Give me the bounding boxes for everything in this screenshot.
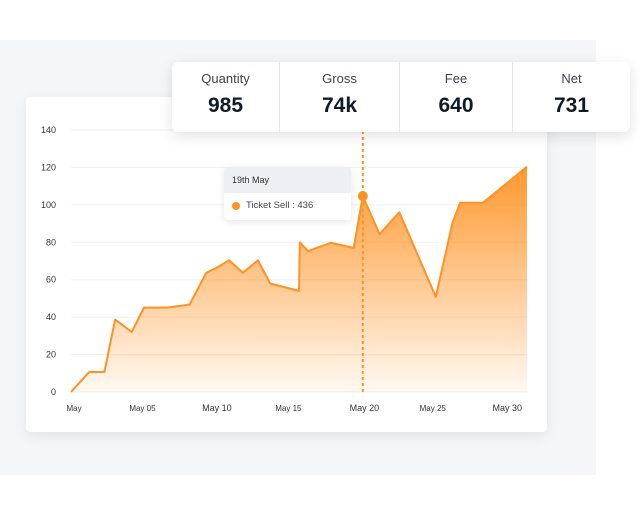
series-line xyxy=(70,165,528,393)
x-tick-label: May xyxy=(66,404,81,413)
y-tick-label: 140 xyxy=(41,125,56,135)
y-tick-label: 40 xyxy=(46,312,56,322)
x-tick-label: May 10 xyxy=(202,403,232,413)
chart-tooltip: 19th May Ticket Sell : 436 xyxy=(224,167,351,220)
stats-card: Quantity 985 Gross 74k Fee 640 Net 731 xyxy=(172,62,630,132)
x-tick-label: May 20 xyxy=(350,403,380,413)
stat-value: 985 xyxy=(207,94,244,117)
y-tick-label: 20 xyxy=(46,350,56,360)
series-dot-icon xyxy=(232,202,240,210)
y-tick-label: 120 xyxy=(41,162,56,172)
stat-label: Gross xyxy=(322,71,357,86)
y-tick-label: 0 xyxy=(51,387,56,397)
stat-value: 640 xyxy=(438,94,474,117)
x-tick-label: May 15 xyxy=(275,404,302,413)
area-fill xyxy=(71,166,527,392)
stat-label: Fee xyxy=(444,71,468,86)
stat-gross: Gross 74k xyxy=(280,62,400,132)
tooltip-title: 19th May xyxy=(224,167,351,193)
stat-fee: Fee 640 xyxy=(400,62,513,132)
stat-value: 731 xyxy=(553,94,590,117)
stat-label: Net xyxy=(561,71,582,86)
x-tick-label: May 05 xyxy=(129,404,156,413)
stat-label: Quantity xyxy=(201,71,250,86)
y-tick-label: 100 xyxy=(41,200,56,210)
y-tick-label: 80 xyxy=(46,237,56,247)
stat-quantity: Quantity 985 xyxy=(172,62,280,132)
stat-value: 74k xyxy=(321,94,358,117)
tooltip-value: Ticket Sell : 436 xyxy=(246,200,314,211)
x-tick-label: May 30 xyxy=(492,403,522,413)
stat-net: Net 731 xyxy=(513,62,630,132)
x-tick-label: May 25 xyxy=(420,404,447,413)
y-tick-label: 60 xyxy=(46,275,56,285)
highlight-point xyxy=(357,191,368,202)
